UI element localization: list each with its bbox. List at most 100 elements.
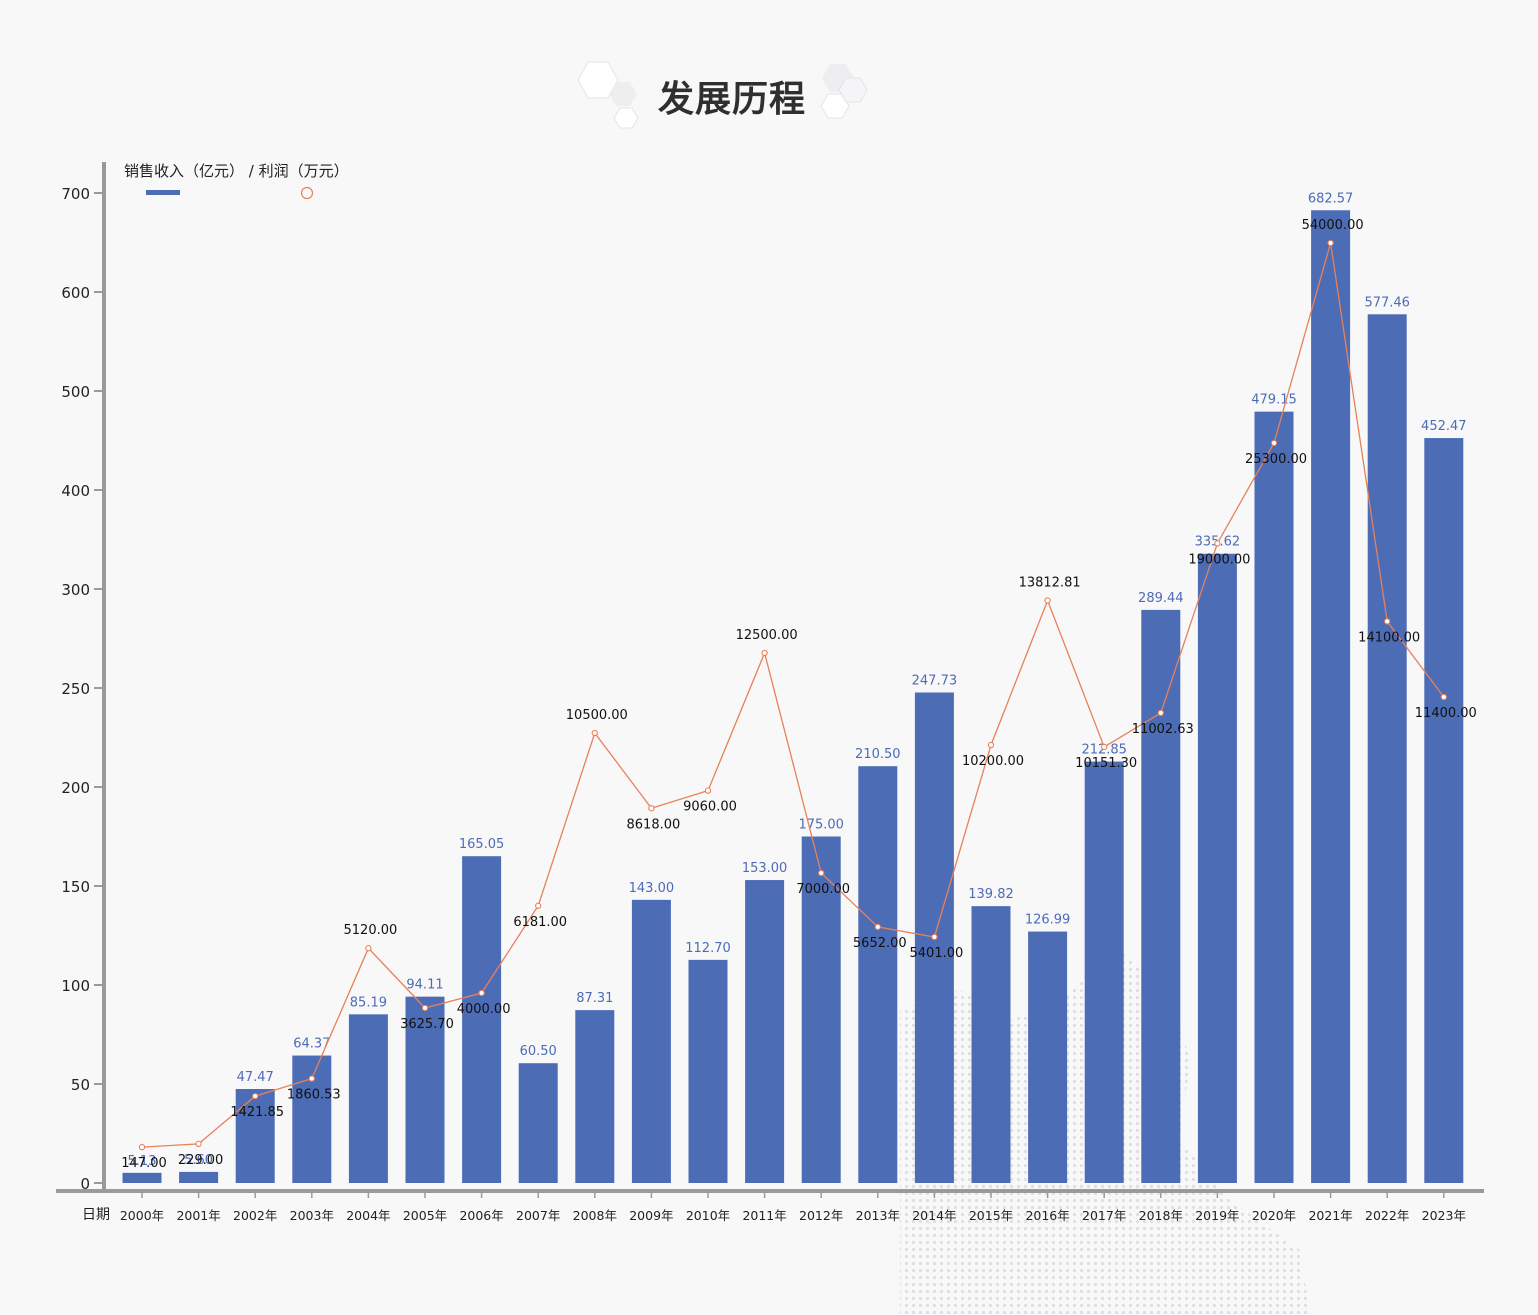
x-axis-title: 日期 — [82, 1207, 110, 1223]
x-tick-label: 2012年 — [799, 1208, 843, 1223]
profit-value-label: 14100.00 — [1358, 630, 1420, 645]
bar — [235, 1089, 275, 1183]
x-tick-label: 2022年 — [1365, 1208, 1409, 1223]
bar — [122, 1172, 162, 1183]
x-tick-label: 2017年 — [1082, 1208, 1126, 1223]
profit-point — [1101, 743, 1108, 751]
x-tick-label: 2005年 — [403, 1208, 447, 1223]
bar — [518, 1063, 558, 1183]
hexagon-decoration-icon — [577, 61, 868, 129]
profit-value-label: 10151.30 — [1075, 756, 1137, 771]
bar — [405, 996, 445, 1183]
profit-point — [591, 729, 598, 737]
x-tick-label: 2013年 — [856, 1208, 900, 1223]
bar — [179, 1171, 219, 1183]
legend-profit-swatch — [300, 186, 314, 200]
profit-point — [1440, 693, 1447, 701]
profit-value-label: 3625.70 — [400, 1017, 454, 1032]
y-tick-label: 100 — [61, 977, 90, 995]
legend-sales-swatch — [146, 190, 180, 195]
profit-value-label: 7000.00 — [796, 882, 850, 897]
x-tick-label: 2015年 — [969, 1208, 1013, 1223]
title-block: 发展历程 — [560, 56, 890, 136]
profit-point — [535, 902, 542, 909]
bar-value-label: 5.60 — [184, 1153, 213, 1168]
bar — [1254, 411, 1294, 1184]
bar-value-label: 112.70 — [685, 941, 731, 956]
x-tick-label: 2000年 — [120, 1208, 164, 1223]
x-tick-label: 2023年 — [1422, 1208, 1466, 1223]
bar — [688, 959, 728, 1183]
profit-point — [1157, 709, 1164, 717]
legend-title: 销售收入（亿元） / 利润（万元） — [124, 160, 349, 181]
bar — [462, 856, 502, 1183]
bar-value-label: 210.50 — [855, 747, 901, 762]
profit-point — [252, 1092, 259, 1100]
bar — [1197, 553, 1237, 1183]
x-tick-label: 2004年 — [346, 1208, 390, 1223]
bar — [1141, 609, 1181, 1183]
x-tick-label: 2008年 — [573, 1208, 617, 1223]
bar-value-label: 47.47 — [237, 1070, 274, 1085]
bar-value-label: 452.47 — [1421, 419, 1467, 434]
profit-value-label: 147.00 — [121, 1156, 167, 1171]
chart-title: 发展历程 — [658, 79, 807, 120]
bar-value-label: 175.00 — [798, 818, 844, 833]
y-tick-label: 250 — [61, 680, 90, 698]
profit-point — [421, 1004, 429, 1012]
x-tick-label: 2007年 — [516, 1208, 560, 1223]
x-tick-label: 2003年 — [290, 1208, 334, 1223]
profit-value-label: 13812.81 — [1019, 575, 1081, 590]
x-tick-label: 2010年 — [686, 1208, 730, 1223]
bar-value-label: 247.73 — [912, 673, 958, 688]
profit-point — [195, 1140, 202, 1147]
legend-sales-label: 销售收入（亿元） — [124, 162, 245, 180]
bar-value-label: 87.31 — [576, 991, 613, 1006]
bar-value-label: 139.82 — [968, 887, 1014, 902]
profit-value-label: 8618.00 — [627, 817, 681, 832]
bar-value-label: 143.00 — [629, 881, 675, 896]
profit-point — [138, 1143, 146, 1151]
profit-line — [141, 242, 1445, 1148]
bar — [971, 906, 1011, 1183]
bar — [801, 836, 841, 1183]
bar-value-label: 64.37 — [293, 1037, 330, 1052]
y-tick-label: 50 — [71, 1076, 90, 1094]
profit-point — [987, 741, 995, 749]
profit-value-label: 1421.85 — [230, 1105, 284, 1120]
profit-point — [761, 649, 768, 657]
profit-point — [874, 923, 881, 931]
profit-point — [308, 1075, 315, 1082]
profit-value-label: 10200.00 — [962, 754, 1024, 769]
x-tick-label: 2019年 — [1195, 1208, 1239, 1223]
profit-value-label: 10500.00 — [566, 708, 628, 723]
profit-value-label: 54000.00 — [1302, 218, 1364, 233]
bar-value-label: 165.05 — [459, 837, 505, 852]
x-tick-label: 2011年 — [742, 1208, 786, 1223]
bar — [348, 1014, 388, 1183]
bar — [745, 880, 785, 1183]
profit-value-label: 5401.00 — [910, 946, 964, 961]
profit-value-label: 11400.00 — [1415, 706, 1477, 721]
legend-separator: / — [244, 162, 259, 180]
profit-point — [1384, 618, 1391, 625]
y-tick-label: 0 — [80, 1175, 90, 1193]
bar-value-label: 479.15 — [1251, 393, 1297, 408]
legend-profit-label: 利润（万元） — [258, 162, 349, 180]
bar-value-label: 60.50 — [520, 1044, 557, 1059]
bar — [1084, 761, 1124, 1183]
profit-value-label: 6181.00 — [513, 915, 567, 930]
y-tick-label: 400 — [61, 482, 90, 500]
bar — [1424, 438, 1464, 1183]
x-tick-label: 2006年 — [459, 1208, 503, 1223]
y-tick-label: 600 — [61, 284, 90, 302]
x-tick-label: 2020年 — [1252, 1208, 1296, 1223]
profit-point — [648, 805, 655, 812]
y-tick-label: 500 — [61, 383, 90, 401]
profit-value-label: 12500.00 — [736, 628, 798, 643]
x-tick-label: 2016年 — [1025, 1208, 1069, 1223]
profit-point — [931, 933, 938, 941]
profit-point — [1327, 239, 1334, 247]
x-tick-label: 2001年 — [176, 1208, 220, 1223]
